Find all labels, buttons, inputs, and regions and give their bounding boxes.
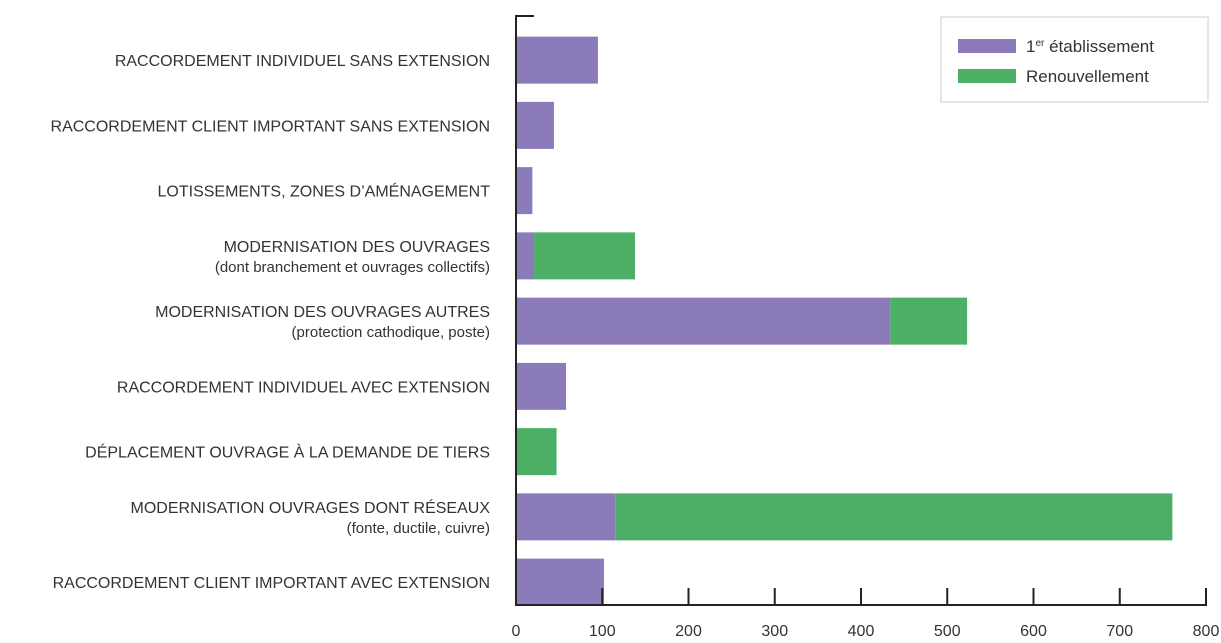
legend-label-renouvellement: Renouvellement — [1026, 67, 1149, 86]
category-sublabel-4: (dont branchement et ouvrages collectifs… — [215, 259, 490, 276]
x-tick-label-800: 800 — [1193, 623, 1220, 640]
x-tick-label-100: 100 — [589, 623, 616, 640]
category-label-2: RACCORDEMENT CLIENT IMPORTANT SANS EXTEN… — [51, 118, 490, 135]
bar-1er-etablissement-8 — [516, 493, 616, 541]
bar-1er-etablissement-5 — [516, 297, 891, 345]
bar-1er-etablissement-9 — [516, 558, 604, 606]
bar-renouvellement-4 — [534, 232, 636, 280]
category-label-1: RACCORDEMENT INDIVIDUEL SANS EXTENSION — [115, 53, 490, 70]
axes: 0 100 200 300 400 500 600 700 800 — [512, 15, 1220, 640]
bar-1er-etablissement-6 — [516, 362, 567, 410]
legend-frame — [940, 16, 1209, 103]
bar-1er-etablissement-2 — [516, 101, 554, 149]
bar-renouvellement-5 — [890, 297, 968, 345]
bar-1er-etablissement-4 — [516, 232, 535, 280]
x-tick-label-200: 200 — [675, 623, 702, 640]
category-sublabel-8: (fonte, ductile, cuivre) — [347, 520, 490, 537]
legend-swatch-1er-etablissement — [958, 39, 1016, 53]
category-sublabel-5: (protection cathodique, poste) — [292, 324, 490, 341]
legend: 1er établissement Renouvellement — [940, 16, 1209, 103]
category-label-6: RACCORDEMENT INDIVIDUEL AVEC EXTENSION — [117, 379, 490, 396]
bar-1er-etablissement-1 — [516, 36, 598, 84]
category-label-8: MODERNISATION OUVRAGES DONT RÉSEAUX — [131, 498, 491, 517]
x-tick-label-600: 600 — [1020, 623, 1047, 640]
category-label-9: RACCORDEMENT CLIENT IMPORTANT AVEC EXTEN… — [53, 575, 490, 592]
x-tick-label-300: 300 — [761, 623, 788, 640]
bar-renouvellement-7 — [516, 428, 557, 476]
legend-swatch-renouvellement — [958, 69, 1016, 83]
bars-layer — [516, 36, 1173, 606]
x-tick-label-0: 0 — [512, 623, 521, 640]
x-tick-label-400: 400 — [848, 623, 875, 640]
category-labels: RACCORDEMENT INDIVIDUEL SANS EXTENSION RA… — [51, 53, 491, 592]
category-label-4: MODERNISATION DES OUVRAGES — [224, 239, 490, 256]
category-label-7: DÉPLACEMENT OUVRAGE À LA DEMANDE DE TIER… — [85, 443, 490, 462]
category-label-3: LOTISSEMENTS, ZONES D’AMÉNAGEMENT — [158, 182, 491, 201]
x-tick-label-500: 500 — [934, 623, 961, 640]
bar-renouvellement-8 — [615, 493, 1173, 541]
category-label-5: MODERNISATION DES OUVRAGES AUTRES — [155, 304, 490, 321]
bar-1er-etablissement-3 — [516, 167, 533, 215]
legend-label-1er-etablissement: 1er établissement — [1026, 37, 1154, 56]
x-tick-label-700: 700 — [1106, 623, 1133, 640]
